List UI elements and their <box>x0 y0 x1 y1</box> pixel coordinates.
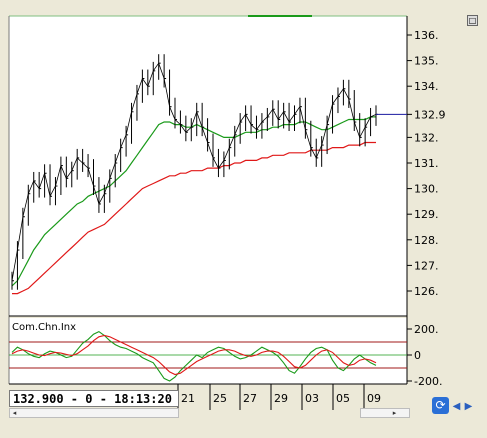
indicator-panel-bg <box>9 318 407 384</box>
scroll-right-icon[interactable]: ▸ <box>392 409 397 417</box>
price-tick-label: 130. <box>414 183 439 196</box>
price-tick-label: 135. <box>414 55 439 68</box>
price-tick-label: 128. <box>414 234 439 247</box>
ma-slow-line <box>12 141 376 295</box>
time-tick-label: 25 <box>213 392 227 405</box>
arrow-left-icon[interactable]: ◀ <box>452 401 461 412</box>
axes: 136. 135. 134. 132.9 132. 131. 130. 129. 128. 127… <box>177 29 446 410</box>
indicator-tick-label: 200. <box>414 323 439 336</box>
price-tick-label: 134. <box>414 80 439 93</box>
maximize-icon[interactable]: □ <box>467 15 478 26</box>
refresh-icon[interactable]: ⟳ <box>432 397 449 414</box>
time-tick-label: 03 <box>305 392 319 405</box>
scroll-left-icon[interactable]: ◂ <box>12 409 17 417</box>
price-chart <box>11 54 407 295</box>
time-tick-label: 29 <box>274 392 288 405</box>
indicator-tick-label: 0 <box>414 349 421 362</box>
indicator-tick-label: -200. <box>414 375 442 388</box>
time-tick-label: 09 <box>367 392 381 405</box>
price-tick-label: 131. <box>414 157 439 170</box>
price-line <box>11 62 377 281</box>
price-tick-label: 132.9 <box>414 108 446 121</box>
price-tick-label: 132. <box>414 131 439 144</box>
indicator-line-red <box>11 334 377 376</box>
ma-fast-line <box>11 116 376 287</box>
time-tick-label: 05 <box>336 392 350 405</box>
indicator-title: Com.Chn.Inx <box>12 322 76 333</box>
price-tick-label: 127. <box>414 259 439 272</box>
time-tick-label: 21 <box>181 392 195 405</box>
time-tick-label: 27 <box>243 392 257 405</box>
price-tick-label: 136. <box>414 29 439 42</box>
arrow-right-icon[interactable]: ▶ <box>464 401 473 412</box>
price-status-readout: 132.900 - 0 - 18:13:20 <box>9 390 179 407</box>
price-tick-label: 126. <box>414 285 439 298</box>
right-scrollbar[interactable]: ▸ <box>360 408 410 418</box>
left-scrollbar[interactable]: ◂ <box>9 408 179 418</box>
indicator-chart <box>9 330 407 382</box>
price-tick-label: 129. <box>414 208 439 221</box>
price-panel-bg <box>9 16 407 316</box>
